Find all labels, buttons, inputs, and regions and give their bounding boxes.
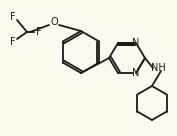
Text: N: N (132, 38, 140, 48)
Text: NH: NH (151, 63, 165, 73)
Text: F: F (10, 37, 16, 47)
Text: N: N (132, 68, 140, 78)
Text: F: F (10, 12, 16, 22)
Text: F: F (36, 27, 42, 37)
Text: O: O (50, 17, 58, 27)
